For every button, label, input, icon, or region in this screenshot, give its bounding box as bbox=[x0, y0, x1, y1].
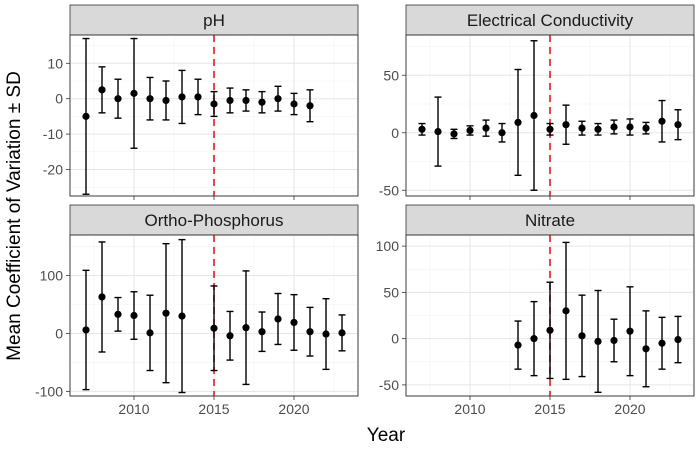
data-point bbox=[146, 95, 153, 102]
data-point bbox=[178, 93, 185, 100]
panel-title: Nitrate bbox=[525, 211, 575, 230]
y-tick-label: 0 bbox=[391, 331, 399, 347]
y-tick-label: 0 bbox=[55, 325, 63, 341]
data-point bbox=[274, 95, 281, 102]
data-point bbox=[466, 127, 473, 134]
data-point bbox=[210, 325, 217, 332]
data-point bbox=[194, 93, 201, 100]
data-point bbox=[306, 328, 313, 335]
data-point bbox=[578, 332, 585, 339]
x-tick-label: 2010 bbox=[118, 401, 149, 417]
x-tick-label: 2010 bbox=[454, 401, 485, 417]
y-tick-label: -50 bbox=[379, 182, 399, 198]
data-point bbox=[290, 319, 297, 326]
data-point bbox=[274, 315, 281, 322]
data-point bbox=[626, 123, 633, 130]
data-point bbox=[290, 100, 297, 107]
data-point bbox=[610, 337, 617, 344]
panel-1: Electrical Conductivity -50 0 50 bbox=[379, 5, 694, 200]
data-point bbox=[306, 102, 313, 109]
data-point bbox=[434, 128, 441, 135]
data-point bbox=[626, 328, 633, 335]
panel-2: Ortho-Phosphorus 2010 2015 2020 -100 0 100 bbox=[35, 205, 358, 417]
y-tick-label: 100 bbox=[376, 238, 400, 254]
panel-title: Electrical Conductivity bbox=[467, 11, 634, 30]
data-point bbox=[338, 329, 345, 336]
data-point bbox=[530, 112, 537, 119]
x-tick-label: 2015 bbox=[534, 401, 565, 417]
y-tick-label: 10 bbox=[47, 55, 63, 71]
x-tick-label: 2020 bbox=[278, 401, 309, 417]
panel-title: Ortho-Phosphorus bbox=[145, 211, 284, 230]
y-tick-label: 0 bbox=[391, 125, 399, 141]
data-point bbox=[674, 336, 681, 343]
x-tick-label: 2020 bbox=[614, 401, 645, 417]
data-point bbox=[82, 326, 89, 333]
data-point bbox=[98, 293, 105, 300]
data-point bbox=[530, 335, 537, 342]
data-point bbox=[498, 129, 505, 136]
data-point bbox=[258, 99, 265, 106]
x-tick-label: 2015 bbox=[198, 401, 229, 417]
data-point bbox=[562, 307, 569, 314]
faceted-chart: Mean Coefficient of Variation ± SD Year … bbox=[0, 0, 699, 446]
data-point bbox=[242, 97, 249, 104]
data-point bbox=[658, 118, 665, 125]
data-point bbox=[162, 310, 169, 317]
data-point bbox=[674, 121, 681, 128]
panel-0: pH -20 -10 0 10 bbox=[43, 5, 358, 200]
data-point bbox=[242, 324, 249, 331]
data-point bbox=[210, 100, 217, 107]
data-point bbox=[482, 125, 489, 132]
data-point bbox=[594, 126, 601, 133]
data-point bbox=[546, 327, 553, 334]
data-point bbox=[130, 312, 137, 319]
y-axis-title: Mean Coefficient of Variation ± SD bbox=[4, 71, 25, 361]
y-tick-label: -50 bbox=[379, 377, 399, 393]
y-tick-label: -10 bbox=[43, 126, 63, 142]
data-point bbox=[594, 338, 601, 345]
data-point bbox=[82, 113, 89, 120]
y-tick-label: -100 bbox=[35, 383, 63, 399]
panel-title: pH bbox=[203, 11, 225, 30]
data-point bbox=[514, 119, 521, 126]
data-point bbox=[658, 340, 665, 347]
data-point bbox=[514, 342, 521, 349]
y-tick-label: 50 bbox=[383, 67, 399, 83]
data-point bbox=[114, 311, 121, 318]
data-point bbox=[130, 90, 137, 97]
data-point bbox=[226, 97, 233, 104]
data-point bbox=[418, 126, 425, 133]
data-point bbox=[578, 125, 585, 132]
y-tick-label: 0 bbox=[55, 91, 63, 107]
data-point bbox=[642, 345, 649, 352]
y-tick-label: 50 bbox=[383, 284, 399, 300]
data-point bbox=[642, 125, 649, 132]
data-point bbox=[322, 330, 329, 337]
data-point bbox=[450, 130, 457, 137]
data-point bbox=[610, 123, 617, 130]
data-point bbox=[226, 332, 233, 339]
y-tick-label: -20 bbox=[43, 161, 63, 177]
y-tick-label: 100 bbox=[40, 268, 64, 284]
data-point bbox=[162, 97, 169, 104]
data-point bbox=[546, 126, 553, 133]
panel-3: Nitrate 2010 2015 2020 -50 0 50 100 bbox=[376, 205, 694, 417]
data-point bbox=[562, 121, 569, 128]
data-point bbox=[98, 86, 105, 93]
data-point bbox=[258, 328, 265, 335]
data-point bbox=[146, 329, 153, 336]
x-axis-title: Year bbox=[367, 425, 406, 446]
data-point bbox=[178, 312, 185, 319]
data-point bbox=[114, 95, 121, 102]
chart-svg: Mean Coefficient of Variation ± SD Year … bbox=[0, 0, 699, 446]
